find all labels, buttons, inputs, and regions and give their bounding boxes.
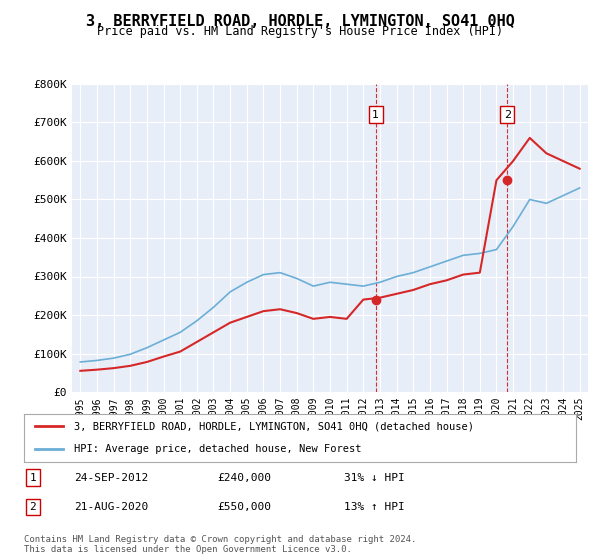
Text: 13% ↑ HPI: 13% ↑ HPI: [344, 502, 405, 512]
Text: HPI: Average price, detached house, New Forest: HPI: Average price, detached house, New …: [74, 444, 361, 454]
Text: 24-SEP-2012: 24-SEP-2012: [74, 473, 148, 483]
Text: 1: 1: [29, 473, 36, 483]
Text: Contains HM Land Registry data © Crown copyright and database right 2024.
This d: Contains HM Land Registry data © Crown c…: [24, 535, 416, 554]
Text: 21-AUG-2020: 21-AUG-2020: [74, 502, 148, 512]
Text: £550,000: £550,000: [217, 502, 271, 512]
Text: 2: 2: [504, 110, 511, 120]
Text: 3, BERRYFIELD ROAD, HORDLE, LYMINGTON, SO41 0HQ (detached house): 3, BERRYFIELD ROAD, HORDLE, LYMINGTON, S…: [74, 421, 473, 431]
Text: 3, BERRYFIELD ROAD, HORDLE, LYMINGTON, SO41 0HQ: 3, BERRYFIELD ROAD, HORDLE, LYMINGTON, S…: [86, 14, 514, 29]
Text: 2: 2: [29, 502, 36, 512]
Text: 31% ↓ HPI: 31% ↓ HPI: [344, 473, 405, 483]
Text: £240,000: £240,000: [217, 473, 271, 483]
Text: 1: 1: [372, 110, 379, 120]
Text: Price paid vs. HM Land Registry's House Price Index (HPI): Price paid vs. HM Land Registry's House …: [97, 25, 503, 38]
